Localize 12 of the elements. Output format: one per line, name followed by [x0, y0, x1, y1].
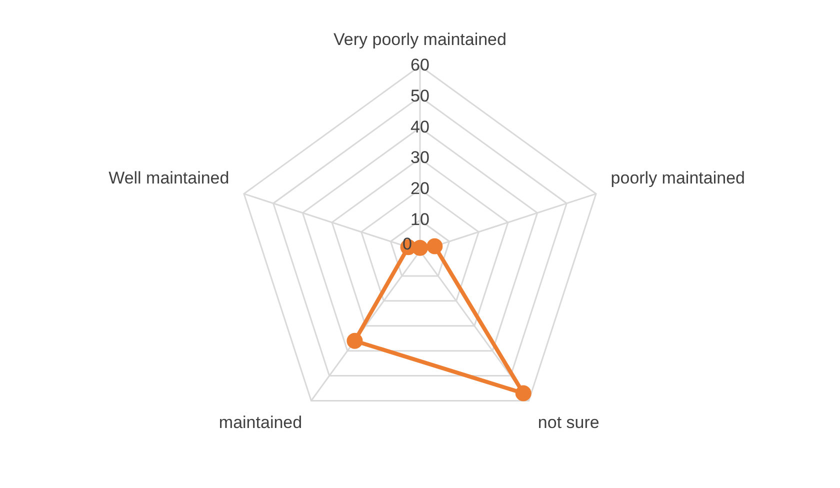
- y-tick-label: 60: [410, 56, 430, 75]
- y-tick-label: 10: [410, 210, 430, 229]
- y-tick-label: 40: [410, 117, 430, 136]
- y-tick-label: 20: [410, 178, 430, 198]
- spoke-label: Very poorly maintained: [334, 30, 506, 49]
- y-tick-label: 50: [410, 86, 430, 106]
- spoke-label: maintained: [218, 413, 302, 432]
- spoke-label: not sure: [538, 413, 600, 432]
- y-tick-label: 30: [410, 148, 430, 168]
- y-tick-label: 0: [402, 234, 412, 254]
- spoke-label: Well maintained: [108, 168, 230, 188]
- spoke-label: poorly maintained: [610, 168, 745, 188]
